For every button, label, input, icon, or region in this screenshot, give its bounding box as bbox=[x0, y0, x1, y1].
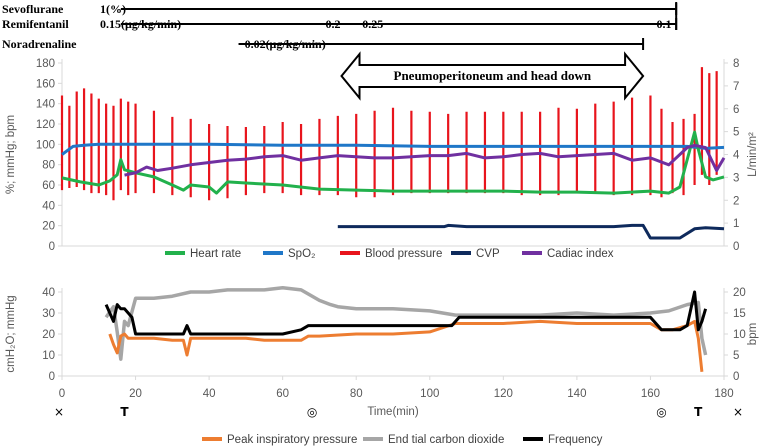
right-tick-label: 8 bbox=[733, 58, 739, 70]
left-tick-label: 20 bbox=[42, 329, 55, 341]
right-tick-label: 4 bbox=[733, 150, 740, 162]
x-tick-label: 60 bbox=[276, 388, 289, 400]
legend-label: SpO₂ bbox=[288, 248, 315, 260]
left-tick-label: 20 bbox=[42, 221, 55, 233]
y2-axis-label: bpm bbox=[747, 323, 759, 345]
frequency-line bbox=[104, 290, 708, 336]
legend-label: End tial carbon dioxide bbox=[388, 434, 504, 446]
etco2-line bbox=[104, 286, 708, 361]
left-tick-label: 60 bbox=[42, 180, 55, 192]
x-tick-label: 100 bbox=[420, 388, 439, 400]
legend-label: Blood pressure bbox=[365, 248, 442, 260]
left-tick-label: 120 bbox=[36, 119, 55, 131]
right-tick-label: 5 bbox=[733, 127, 739, 139]
left-tick-label: 40 bbox=[42, 287, 55, 299]
drug-name-remifentanil: Remifentanil bbox=[2, 17, 69, 31]
drug-dose-label: 1(%) bbox=[100, 2, 126, 16]
heart-rate-line bbox=[61, 130, 725, 195]
y2-axis-label: L/min/m² bbox=[747, 132, 759, 177]
legend-label: Cadiac index bbox=[547, 248, 614, 260]
left-tick-label: 0 bbox=[49, 371, 55, 383]
legend-panel-1: Heart rate SpO₂ Blood pressure CVP Cadiac in… bbox=[165, 248, 614, 260]
event-marker: ◎ bbox=[656, 405, 666, 419]
right-tick-label: 5 bbox=[733, 350, 739, 362]
x-tick-label: 20 bbox=[129, 388, 142, 400]
panel-1: 0 20 40 60 80 100 120 140 160 180 0 1 2 3 4 5 6 7 8 %; mmHg… bbox=[5, 58, 759, 260]
panel-2: 0 10 20 30 40 0 5 10 15 20 cmH₂O; mmHg bpm 0 20 40 60 80… bbox=[5, 286, 759, 446]
left-tick-label: 10 bbox=[42, 350, 55, 362]
left-tick-label: 140 bbox=[36, 99, 55, 111]
x-tick-label: 120 bbox=[494, 388, 513, 400]
right-tick-label: 0 bbox=[733, 371, 739, 383]
legend-label: Peak inspiratory pressure bbox=[227, 434, 357, 446]
legend-label: Frequency bbox=[548, 434, 603, 446]
x-tick-label: 80 bbox=[350, 388, 363, 400]
y-axis-label: %; mmHg; bpm bbox=[5, 115, 17, 194]
cvp-line bbox=[337, 223, 725, 240]
annotation-label: Pneumoperitoneum and head down bbox=[394, 68, 592, 83]
x-axis-label: Time(min) bbox=[367, 406, 418, 418]
annotation-arrow: Pneumoperitoneum and head down bbox=[340, 51, 645, 101]
right-tick-label: 2 bbox=[733, 195, 739, 207]
double-arrow-shape bbox=[340, 51, 645, 101]
y-axis-label: cmH₂O; mmHg bbox=[5, 295, 17, 372]
event-marker: ◎ bbox=[307, 405, 317, 419]
left-tick-label: 40 bbox=[42, 200, 55, 212]
right-tick-label: 6 bbox=[733, 104, 739, 116]
right-tick-label: 15 bbox=[733, 308, 746, 320]
drug-name-noradrenaline: Noradrenaline bbox=[2, 37, 77, 51]
left-tick-label: 180 bbox=[36, 58, 55, 70]
right-tick-label: 3 bbox=[733, 172, 739, 184]
right-tick-label: 1 bbox=[733, 218, 739, 230]
spo2-line bbox=[61, 142, 725, 156]
left-tick-label: 30 bbox=[42, 308, 55, 320]
right-tick-label: 20 bbox=[733, 287, 746, 299]
left-tick-label: 100 bbox=[36, 139, 55, 151]
left-tick-label: 160 bbox=[36, 78, 55, 90]
x-tick-label: 180 bbox=[714, 388, 733, 400]
x-tick-label: 0 bbox=[59, 388, 65, 400]
right-tick-label: 10 bbox=[733, 329, 746, 341]
peak-pressure-line bbox=[108, 319, 704, 372]
x-tick-label: 160 bbox=[641, 388, 660, 400]
event-marker: × bbox=[54, 405, 64, 419]
event-marker: × bbox=[733, 405, 743, 419]
left-tick-label: 0 bbox=[49, 241, 55, 253]
right-tick-label: 7 bbox=[733, 81, 739, 93]
legend-panel-2: Peak inspiratory pressure End tial carbon… bbox=[202, 434, 603, 446]
right-tick-label: 0 bbox=[733, 241, 739, 253]
drug-timeline: Sevoflurane 1(%)Remifentanil 0.15(μg/kg/mi… bbox=[2, 2, 678, 51]
event-marker: T bbox=[120, 405, 129, 419]
left-tick-label: 80 bbox=[42, 160, 55, 172]
x-tick-label: 40 bbox=[203, 388, 216, 400]
cardiac-index-line bbox=[124, 143, 726, 177]
x-tick-label: 140 bbox=[567, 388, 586, 400]
legend-label: Heart rate bbox=[190, 248, 241, 260]
event-marker: T bbox=[694, 405, 703, 419]
legend-label: CVP bbox=[476, 248, 500, 260]
drug-name-sevoflurane: Sevoflurane bbox=[2, 2, 64, 16]
